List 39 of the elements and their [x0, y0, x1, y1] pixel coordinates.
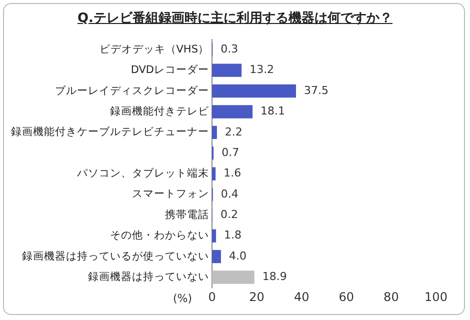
x-tick-label: 40	[294, 290, 310, 304]
y-tick-label: ビデオデッキ（VHS）	[99, 43, 209, 56]
x-tick-label: 60	[338, 290, 354, 304]
data-label: 0.3	[220, 42, 238, 56]
y-tick-label: その他・わからない	[110, 230, 209, 242]
y-tick-label: 録画機器は持っていない	[88, 270, 209, 283]
y-tick-label: スマートフォン	[132, 188, 209, 200]
bar	[212, 229, 216, 242]
data-label: 0.7	[222, 146, 240, 159]
y-tick-label: 録画機能付きテレビ	[110, 104, 210, 118]
bar	[212, 105, 253, 118]
data-label: 18.9	[262, 270, 287, 284]
y-tick-label: ブルーレイディスクレコーダー	[55, 84, 209, 97]
chart-title: Q.テレビ番組録画時に主に利用する機器は何ですか？	[76, 10, 394, 27]
x-axis-title: (%)	[172, 292, 192, 305]
bar	[212, 250, 221, 264]
data-label: 1.6	[224, 166, 242, 180]
data-label: 4.0	[228, 249, 246, 262]
x-tick-label: 80	[384, 290, 399, 304]
y-tick-label: 録画機能付きケーブルテレビチューナー	[11, 125, 209, 138]
y-tick-label: 録画機器は持っているが使っていない	[22, 250, 209, 262]
x-tick-label: 0	[208, 290, 216, 304]
bar	[212, 167, 216, 180]
bar	[212, 126, 217, 140]
y-tick-label: 携帯電話	[165, 208, 209, 221]
data-label: 0.2	[220, 208, 238, 222]
bar	[212, 84, 296, 98]
bar	[212, 64, 242, 77]
data-label: 0.4	[220, 187, 238, 200]
data-label: 1.8	[224, 228, 242, 242]
x-tick-label: 100	[424, 290, 448, 304]
data-label: 13.2	[250, 63, 274, 76]
x-tick-label: 20	[249, 290, 264, 304]
y-tick-label: DVDレコーダー	[130, 64, 209, 76]
data-label: 2.2	[224, 125, 242, 138]
y-tick-label: パソコン、タブレット端末	[76, 166, 209, 180]
data-label: 37.5	[304, 84, 328, 97]
bar	[212, 270, 254, 284]
data-label: 18.1	[260, 104, 286, 118]
